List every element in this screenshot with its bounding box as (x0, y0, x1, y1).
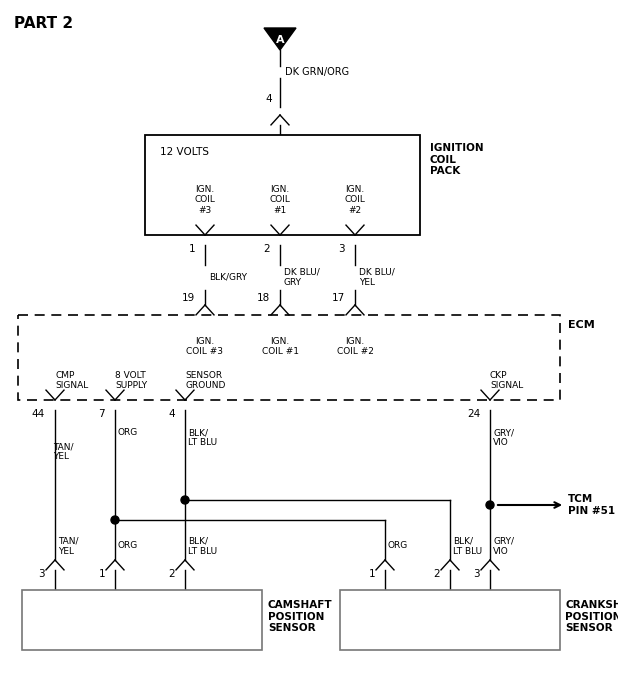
Text: IGN.
COIL #1: IGN. COIL #1 (261, 337, 298, 356)
Text: 3: 3 (473, 569, 480, 579)
Text: IGN.
COIL #3: IGN. COIL #3 (187, 337, 224, 356)
Text: IGN.
COIL
#3: IGN. COIL #3 (195, 185, 216, 215)
Text: 8 VOLT
SUPPLY: 8 VOLT SUPPLY (115, 370, 147, 390)
Text: TAN/
YEL: TAN/ YEL (58, 536, 78, 556)
Text: ORG: ORG (118, 542, 138, 550)
Text: TAN/
YEL: TAN/ YEL (53, 442, 74, 461)
Bar (18, 315, 560, 400)
Text: PART 2: PART 2 (14, 16, 73, 31)
Bar (145, 135, 420, 235)
Text: A: A (276, 35, 284, 45)
Text: 19: 19 (182, 293, 195, 303)
Text: 12 VOLTS: 12 VOLTS (160, 147, 209, 157)
Text: 4: 4 (168, 409, 175, 419)
Text: IGN.
COIL
#1: IGN. COIL #1 (269, 185, 290, 215)
Text: GRY/
VIO: GRY/ VIO (493, 536, 514, 556)
Text: IGN.
COIL #2: IGN. COIL #2 (337, 337, 373, 356)
Text: SENSOR
GROUND: SENSOR GROUND (185, 370, 226, 390)
Text: TCM
PIN #51: TCM PIN #51 (568, 494, 615, 516)
Text: BLK/
LT BLU: BLK/ LT BLU (453, 536, 482, 556)
Text: ORG: ORG (388, 542, 408, 550)
Text: 7: 7 (98, 409, 105, 419)
Text: 2: 2 (263, 244, 270, 254)
Text: GRY/
VIO: GRY/ VIO (493, 428, 514, 447)
Text: DK BLU/
YEL: DK BLU/ YEL (359, 267, 395, 287)
Circle shape (111, 516, 119, 524)
Text: BLK/GRY: BLK/GRY (209, 272, 247, 281)
Text: DK GRN/ORG: DK GRN/ORG (285, 67, 349, 77)
Text: 2: 2 (168, 569, 175, 579)
Text: CAMSHAFT
POSITION
SENSOR: CAMSHAFT POSITION SENSOR (268, 600, 332, 634)
Text: 1: 1 (188, 244, 195, 254)
Text: CKP
SIGNAL: CKP SIGNAL (490, 370, 523, 390)
Text: CRANKSHAFT
POSITION
SENSOR: CRANKSHAFT POSITION SENSOR (565, 600, 618, 634)
Text: 17: 17 (332, 293, 345, 303)
Text: CMP
SIGNAL: CMP SIGNAL (55, 370, 88, 390)
Circle shape (181, 496, 189, 504)
Text: IGNITION
COIL
PACK: IGNITION COIL PACK (430, 143, 484, 176)
Text: 1: 1 (98, 569, 105, 579)
Text: 18: 18 (256, 293, 270, 303)
Text: 1: 1 (368, 569, 375, 579)
Text: IGN.
COIL
#2: IGN. COIL #2 (345, 185, 365, 215)
Text: 2: 2 (433, 569, 440, 579)
Text: 3: 3 (339, 244, 345, 254)
Text: ORG: ORG (118, 428, 138, 437)
Bar (340, 590, 560, 650)
Text: DK BLU/
GRY: DK BLU/ GRY (284, 267, 320, 287)
Text: 4: 4 (265, 94, 272, 104)
Circle shape (486, 501, 494, 509)
Text: easyautodiagnostics.com: easyautodiagnostics.com (192, 350, 386, 365)
Text: 24: 24 (467, 409, 480, 419)
Text: 3: 3 (38, 569, 45, 579)
Polygon shape (264, 28, 296, 50)
Text: ECM: ECM (568, 320, 595, 330)
Text: BLK/
LT BLU: BLK/ LT BLU (188, 428, 217, 447)
Text: BLK/
LT BLU: BLK/ LT BLU (188, 536, 217, 556)
Bar (22, 590, 262, 650)
Text: 44: 44 (32, 409, 45, 419)
